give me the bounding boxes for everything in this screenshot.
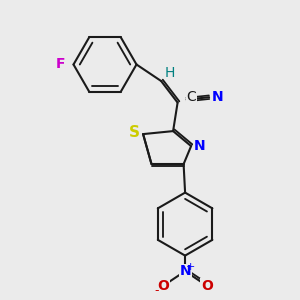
- Text: N: N: [212, 90, 223, 104]
- Text: +: +: [186, 262, 195, 272]
- Text: O: O: [201, 279, 213, 292]
- Text: O: O: [158, 279, 169, 292]
- Text: N: N: [194, 139, 205, 153]
- Text: S: S: [129, 125, 140, 140]
- Text: F: F: [56, 58, 65, 71]
- Text: N: N: [179, 264, 191, 278]
- Text: H: H: [164, 66, 175, 80]
- Text: C: C: [186, 90, 196, 104]
- Text: -: -: [155, 284, 159, 298]
